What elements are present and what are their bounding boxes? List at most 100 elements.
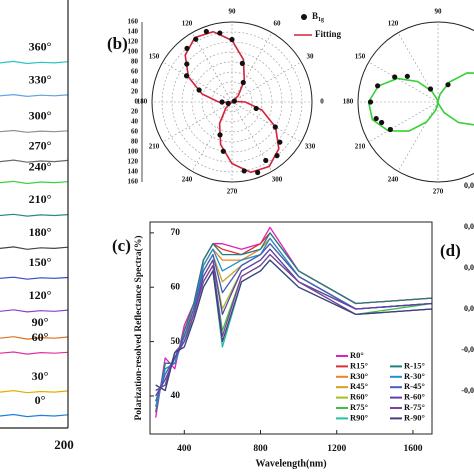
spectrum-line	[155, 253, 433, 392]
spectrum-line	[0, 213, 69, 217]
data-point	[184, 45, 190, 51]
series-label: 210°	[29, 192, 52, 206]
data-point	[427, 86, 434, 92]
spoke	[231, 61, 302, 103]
y-axis-label: Polarization-resolved Reflectance Spectr…	[133, 235, 144, 420]
spoke	[162, 101, 233, 143]
legend-label: R90°	[350, 412, 368, 422]
series-label: 330°	[29, 73, 52, 87]
spectrum-line	[0, 129, 69, 133]
r-tick-label: 100	[128, 48, 139, 56]
legend-label: R-90°	[404, 412, 425, 422]
x-axis-label: Wavelength(nm)	[255, 458, 326, 469]
theta-tick-label: 90	[435, 8, 443, 16]
y-tick-label: 0,0	[464, 222, 474, 231]
panel-label: (b)	[107, 34, 128, 53]
r-tick-label: 100	[128, 148, 139, 156]
spoke	[191, 101, 233, 172]
series-label: 150°	[29, 255, 52, 269]
spoke	[397, 101, 439, 172]
r-tick-label: 80	[131, 58, 139, 66]
legend-label: R0°	[350, 350, 364, 360]
legend-label: B1g	[312, 11, 324, 23]
data-point	[274, 153, 280, 159]
r-tick-label: 40	[131, 78, 139, 86]
legend-label: R-30°	[404, 371, 425, 381]
spectrum-line	[0, 246, 69, 250]
y-tick-label: 50	[171, 337, 181, 347]
theta-tick-label: 150	[149, 53, 160, 61]
legend-label: R60°	[350, 392, 368, 402]
y-tick-label: -0,0	[461, 345, 474, 354]
series-label: 30°	[32, 369, 49, 383]
theta-tick-label: 90	[229, 8, 237, 16]
r-tick-label: 20	[131, 108, 139, 116]
data-point	[373, 115, 379, 122]
y-tick-label: 60	[171, 282, 181, 292]
legend-label: R30°	[350, 371, 368, 381]
series-label: 240°	[29, 159, 52, 173]
legend-label: R-75°	[404, 402, 425, 412]
data-point	[183, 73, 190, 79]
y-tick-label: -0,0	[461, 386, 474, 395]
data-point	[445, 82, 451, 88]
spectrum-line	[155, 253, 433, 392]
spoke	[231, 32, 273, 103]
data-point	[255, 169, 261, 176]
theta-tick-label: 120	[388, 20, 399, 28]
polar-frame	[357, 21, 474, 183]
spoke	[368, 61, 439, 103]
data-point	[239, 60, 245, 66]
y-tick-label: 0,0	[464, 263, 474, 272]
panel-label: (c)	[112, 236, 131, 255]
legend-label: R-15°	[404, 360, 425, 370]
r-tick-label: 80	[131, 138, 139, 146]
data-point	[367, 99, 374, 105]
theta-tick-label: 0	[320, 98, 324, 106]
series-label: 120°	[29, 288, 52, 302]
spectrum-line	[0, 389, 69, 394]
legend-subscript: 1g	[318, 17, 324, 23]
spectrum-line	[0, 276, 69, 280]
y-tick-label: 70	[171, 228, 181, 238]
series-label: 300°	[29, 108, 52, 122]
theta-tick-label: 210	[149, 143, 160, 151]
theta-tick-label: 300	[272, 176, 283, 184]
legend-label: R45°	[350, 381, 368, 391]
legend-label: R15°	[350, 360, 368, 370]
theta-tick-label: 180	[343, 98, 354, 106]
series-label: 180°	[29, 225, 52, 239]
panel-label: (d)	[440, 241, 461, 260]
spoke	[162, 61, 233, 103]
legend-text: B	[312, 11, 318, 21]
y-tick-label: 0,0	[464, 304, 474, 313]
data-point	[375, 83, 381, 89]
spectrum-line	[0, 180, 69, 185]
theta-tick-label: 240	[182, 176, 193, 184]
series-label: 360°	[29, 40, 52, 54]
r-tick-label: 160	[128, 178, 139, 186]
theta-tick-label: 210	[355, 143, 366, 151]
spectrum-line	[155, 259, 433, 392]
r-tick-label: 0	[135, 98, 139, 106]
data-point	[217, 132, 223, 138]
series-label: 60°	[32, 330, 49, 344]
legend-label: R75°	[350, 402, 368, 412]
r-tick-label: 120	[128, 158, 139, 166]
spoke	[231, 101, 273, 172]
spectrum-line	[155, 232, 433, 413]
legend-label: Fitting	[315, 29, 341, 39]
spectrum-line	[0, 159, 69, 163]
x-tick-label: 400	[177, 444, 192, 454]
spectrum-line	[0, 60, 69, 65]
theta-tick-label: 180	[137, 98, 148, 106]
spoke	[191, 32, 233, 103]
theta-tick-label: 270	[433, 188, 444, 196]
data-point	[219, 99, 225, 105]
data-point	[225, 100, 231, 106]
spectrum-line	[155, 232, 433, 413]
theta-tick-label: 60	[274, 20, 282, 28]
x-tick-label: 800	[253, 444, 268, 454]
